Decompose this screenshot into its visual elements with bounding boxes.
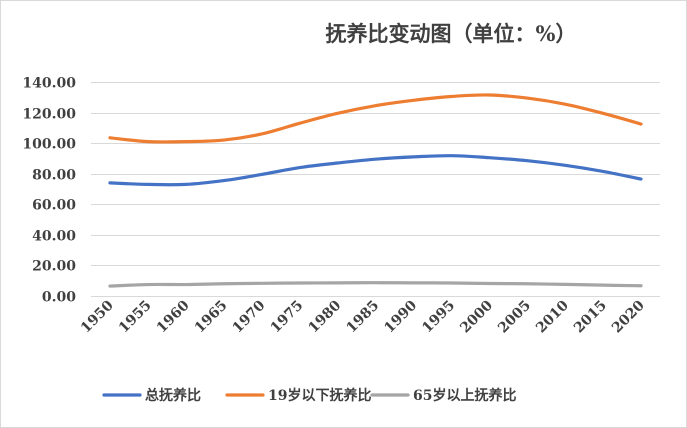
- x-tick-label: 1995: [419, 298, 458, 337]
- y-tick-label: 20.00: [32, 259, 76, 275]
- y-tick-label: 120.00: [22, 107, 76, 123]
- series-line-0: [108, 154, 643, 187]
- x-tick-label: 2010: [533, 297, 572, 336]
- y-tick-label: 60.00: [32, 198, 76, 214]
- x-tick-label: 1975: [268, 298, 307, 337]
- y-tick-label: 100.00: [22, 137, 76, 153]
- x-axis-tick-labels: 1950 1955 1960 1965 1970 1975 1980 1985 1990 1995…: [78, 297, 648, 336]
- x-tick-label: 1980: [306, 297, 345, 336]
- series-lines: [108, 93, 643, 288]
- y-axis-tick-labels: 0.00 20.00 40.00 60.00 80.00 100.00 120.00 140.…: [22, 76, 76, 306]
- x-tick-label: 1955: [116, 298, 155, 337]
- x-tick-label: 2020: [609, 297, 648, 336]
- x-tick-label: 1950: [78, 297, 117, 336]
- x-tick-label: 2015: [571, 298, 610, 337]
- x-tick-label: 2005: [495, 298, 534, 337]
- y-tick-label: 40.00: [32, 229, 76, 245]
- y-tick-label: 0.00: [42, 290, 76, 306]
- series-line-2: [108, 281, 643, 288]
- chart-title: 抚养比变动图（单位：%）: [326, 21, 577, 46]
- x-tick-label: 2000: [457, 297, 496, 336]
- legend-label: 总抚养比: [145, 387, 201, 404]
- x-tick-label: 1990: [381, 297, 420, 336]
- legend-label: 65岁以上抚养比: [413, 387, 516, 404]
- x-tick-label: 1960: [154, 297, 193, 336]
- y-tick-label: 140.00: [22, 76, 76, 92]
- x-tick-label: 1965: [192, 298, 231, 337]
- legend-label: 19岁以下抚养比: [268, 387, 371, 404]
- gridlines: [91, 82, 660, 297]
- series-line-1: [108, 93, 643, 144]
- x-tick-label: 1985: [343, 298, 382, 337]
- x-tick-label: 1970: [230, 297, 269, 336]
- y-tick-label: 80.00: [32, 168, 76, 184]
- legend: 总抚养比 19岁以下抚养比 65岁以上抚养比: [102, 387, 516, 404]
